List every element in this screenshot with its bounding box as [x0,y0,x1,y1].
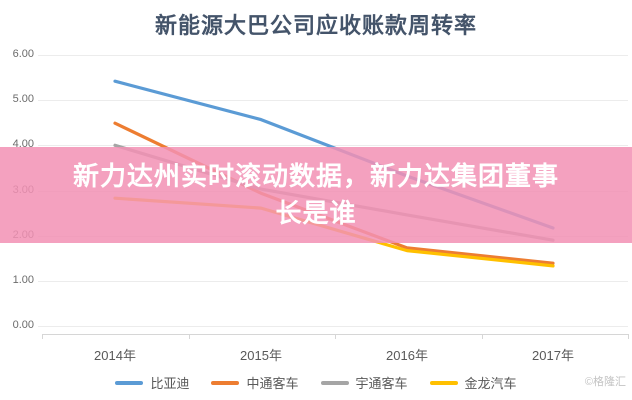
x-axis-tick [482,334,483,339]
banner-text-line1: 新力达州实时滚动数据，新力达集团董事 [72,161,559,192]
banner-text-line2: 长是谁 [275,198,357,228]
chart-legend: 比亚迪 中通客车 宇通客车 金龙汽车 [0,373,632,392]
legend-swatch-icon [115,380,144,385]
x-axis-tick [42,334,43,339]
legend-swatch-icon [211,380,240,385]
x-axis-label: 2014年 [94,348,136,363]
legend-label: 金龙汽车 [464,376,517,391]
overlay-banner: 新力达州实时滚动数据，新力达集团董事 长是谁 [0,147,632,243]
gridline-5.00 [38,100,628,101]
x-axis-label: 2016年 [386,348,428,363]
legend-swatch-icon [320,380,349,385]
gridline-4.00 [38,145,628,146]
legend-item-1: 中通客车 [211,373,299,392]
gridline-6.00 [38,55,628,56]
x-axis-label: 2015年 [240,348,282,363]
legend-item-0: 比亚迪 [115,373,189,392]
legend-item-3: 金龙汽车 [429,373,517,392]
gridline-0.00 [38,326,628,327]
y-axis-label: 5.00 [12,93,34,105]
watermark: ©格隆汇 [584,376,626,388]
x-axis-tick [628,334,629,339]
gridline-1.00 [38,281,628,282]
y-axis-label: 6.00 [12,48,34,60]
y-axis-label: 0.00 [12,319,34,331]
legend-item-2: 宇通客车 [320,373,408,392]
x-axis-label: 2017年 [532,348,574,363]
legend-label: 宇通客车 [355,376,408,391]
legend-label: 比亚迪 [150,376,190,391]
x-axis-tick [335,334,336,339]
y-axis-label: 1.00 [12,274,34,286]
chart-title: 新能源大巴公司应收账款周转率 [154,13,477,38]
x-axis-tick [189,334,190,339]
legend-label: 中通客车 [246,376,299,391]
legend-swatch-icon [429,380,458,385]
